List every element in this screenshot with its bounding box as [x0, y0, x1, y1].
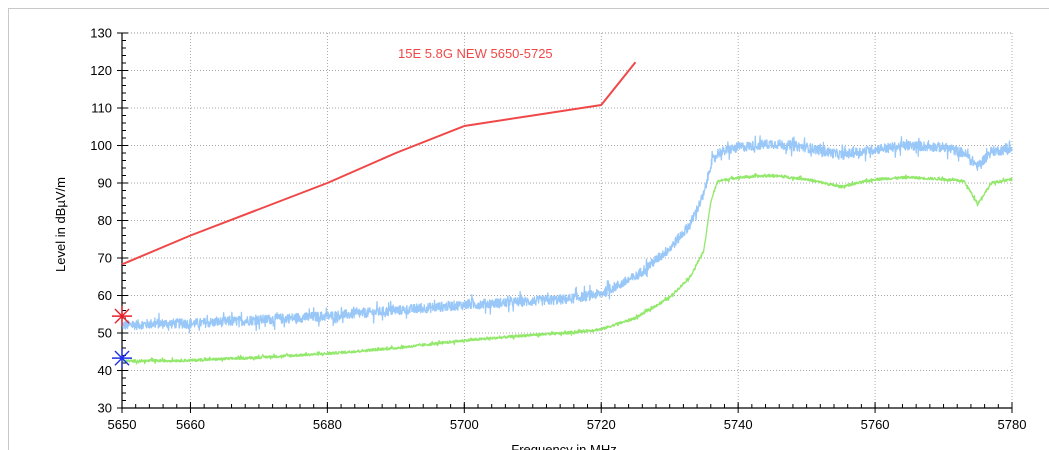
y-tick-label: 70 [98, 251, 112, 266]
limit-trace [121, 61, 637, 266]
x-tick-label: 5680 [313, 417, 342, 432]
x-tick-label: 5780 [998, 417, 1027, 432]
y-tick-label: 80 [98, 213, 112, 228]
y-tick-label: 50 [98, 326, 112, 341]
blue-marker [112, 348, 132, 369]
limit-line-label: 15E 5.8G NEW 5650-5725 [398, 46, 553, 61]
series-group [121, 61, 1013, 365]
y-tick-label: 120 [90, 63, 112, 78]
x-tick-label: 5650 [108, 417, 137, 432]
x-tick-label: 5720 [587, 417, 616, 432]
x-tick-label: 5740 [724, 417, 753, 432]
chart-frame [8, 8, 1049, 450]
y-tick-label: 60 [98, 288, 112, 303]
markers [112, 306, 132, 369]
red-marker [112, 306, 132, 327]
y-tick-label: 130 [90, 26, 112, 41]
x-axis-title: Frequency in MHz [511, 442, 616, 450]
x-tick-label: 5760 [861, 417, 890, 432]
y-axis-title: Level in dBµV/m [53, 177, 68, 272]
x-tick-label: 5700 [450, 417, 479, 432]
y-tick-label: 90 [98, 176, 112, 191]
peak-trace [121, 135, 1013, 334]
y-tick-label: 40 [98, 363, 112, 378]
y-tick-label: 30 [98, 401, 112, 416]
axes: 30 40 50 60 70 80 90 100 110 120 130 5650 5660 5680 57… [90, 26, 1026, 433]
grid [122, 32, 1013, 408]
x-tick-label: 5660 [176, 417, 205, 432]
average-trace [121, 173, 1013, 365]
y-tick-label: 100 [90, 138, 112, 153]
y-tick-label: 110 [91, 101, 112, 116]
